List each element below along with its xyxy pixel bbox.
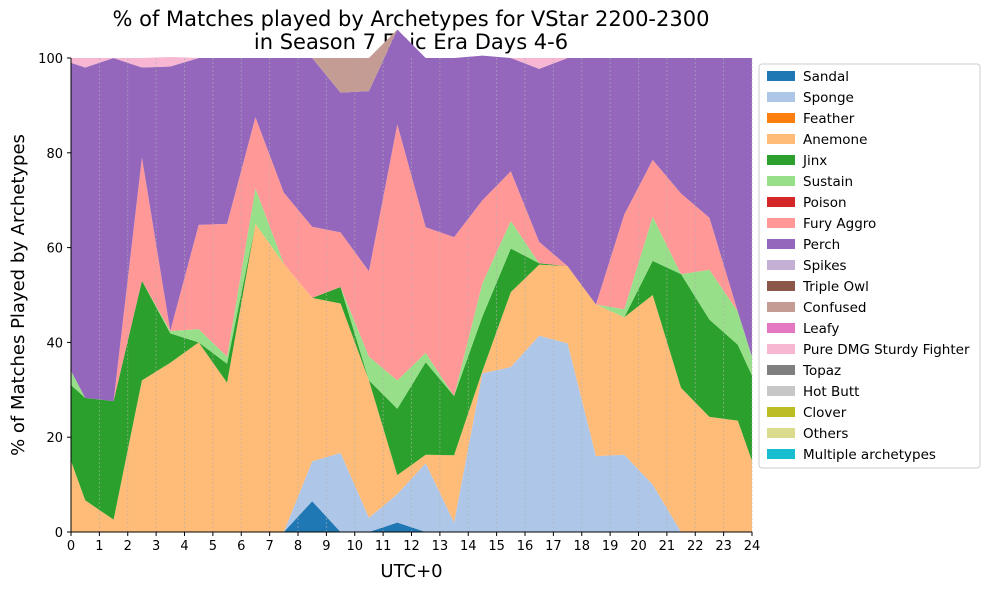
x-tick-label: 21 bbox=[659, 539, 676, 554]
y-tick-label: 60 bbox=[46, 242, 63, 257]
legend-swatch bbox=[767, 113, 795, 123]
legend-swatch bbox=[767, 260, 795, 270]
legend-label: Topaz bbox=[802, 363, 841, 379]
y-tick-label: 40 bbox=[46, 336, 63, 351]
legend-swatch bbox=[767, 302, 795, 312]
x-tick-label: 2 bbox=[124, 539, 132, 554]
x-tick-label: 24 bbox=[744, 539, 761, 554]
legend-swatch bbox=[767, 281, 795, 291]
y-tick-label: 80 bbox=[46, 147, 63, 162]
x-tick-label: 3 bbox=[152, 539, 160, 554]
legend-label: Feather bbox=[803, 111, 855, 127]
area-series-group bbox=[71, 29, 752, 532]
legend-label: Others bbox=[803, 426, 848, 442]
legend-label: Triple Owl bbox=[802, 279, 869, 295]
legend-label: Pure DMG Sturdy Fighter bbox=[803, 342, 970, 358]
legend-swatch bbox=[767, 386, 795, 396]
axes: 0 1 2 3 4 5 6 7 8 9 10 11 12 13 14 15 16 17 18 19 20 21 22 23 24… bbox=[38, 52, 760, 554]
x-tick-label: 6 bbox=[237, 539, 245, 554]
x-tick-label: 9 bbox=[322, 539, 330, 554]
legend-label: Hot Butt bbox=[803, 384, 859, 400]
y-tick-label: 20 bbox=[46, 431, 63, 446]
area-jinx bbox=[71, 223, 752, 520]
legend-label: Confused bbox=[803, 300, 866, 316]
legend-label: Perch bbox=[803, 237, 840, 253]
legend-swatch bbox=[767, 239, 795, 249]
legend-swatch bbox=[767, 71, 795, 81]
legend-swatch bbox=[767, 197, 795, 207]
legend-swatch bbox=[767, 155, 795, 165]
x-axis-label: UTC+0 bbox=[380, 561, 442, 582]
legend-swatch bbox=[767, 176, 795, 186]
legend-label: Sandal bbox=[803, 69, 849, 85]
chart-title: % of Matches played by Archetypes for VS… bbox=[113, 7, 710, 54]
x-tick-label: 8 bbox=[294, 539, 302, 554]
area-multiple-archetypes bbox=[71, 29, 752, 58]
legend-swatch bbox=[767, 407, 795, 417]
x-tick-label: 20 bbox=[630, 539, 647, 554]
legend-label: Anemone bbox=[803, 132, 867, 148]
legend-label: Sustain bbox=[803, 174, 853, 190]
x-tick-label: 14 bbox=[460, 539, 477, 554]
legend-swatch bbox=[767, 344, 795, 354]
legend-label: Fury Aggro bbox=[803, 216, 876, 232]
legend-label: Spikes bbox=[803, 258, 847, 274]
legend-label: Poison bbox=[803, 195, 847, 211]
x-tick-label: 22 bbox=[687, 539, 704, 554]
y-tick-label: 100 bbox=[38, 52, 63, 67]
x-tick-label: 15 bbox=[488, 539, 505, 554]
legend-swatch bbox=[767, 323, 795, 333]
legend-label: Sponge bbox=[803, 90, 854, 106]
legend-label: Jinx bbox=[802, 153, 827, 169]
legend-label: Leafy bbox=[803, 321, 839, 337]
legend: Sandal Sponge Feather Anemone Jinx Sustain Poi… bbox=[758, 63, 981, 469]
x-tick-label: 0 bbox=[67, 539, 75, 554]
legend-swatch bbox=[767, 365, 795, 375]
x-tick-label: 4 bbox=[180, 539, 188, 554]
y-axis-label: % of Matches Played by Archetypes bbox=[8, 134, 29, 456]
x-tick-label: 5 bbox=[209, 539, 217, 554]
x-tick-label: 16 bbox=[517, 539, 534, 554]
x-tick-label: 12 bbox=[403, 539, 420, 554]
y-tick-label: 0 bbox=[55, 526, 63, 541]
legend-frame bbox=[758, 63, 981, 469]
x-tick-label: 19 bbox=[602, 539, 619, 554]
vertical-grid-lines bbox=[70, 58, 753, 532]
x-tick-label: 13 bbox=[432, 539, 449, 554]
chart-title-line: % of Matches played by Archetypes for VS… bbox=[113, 7, 710, 31]
x-tick-label: 23 bbox=[715, 539, 732, 554]
legend-swatch bbox=[767, 134, 795, 144]
x-tick-label: 1 bbox=[95, 539, 103, 554]
area-pure-dmg-sturdy-fighter bbox=[71, 29, 752, 69]
legend-swatch bbox=[767, 92, 795, 102]
legend-swatch bbox=[767, 449, 795, 459]
x-tick-label: 17 bbox=[545, 539, 562, 554]
x-tick-label: 11 bbox=[375, 539, 392, 554]
x-tick-label: 7 bbox=[265, 539, 273, 554]
legend-label: Multiple archetypes bbox=[803, 447, 936, 463]
legend-swatch bbox=[767, 428, 795, 438]
legend-label: Clover bbox=[803, 405, 847, 421]
x-tick-label: 10 bbox=[346, 539, 363, 554]
x-tick-label: 18 bbox=[573, 539, 590, 554]
legend-swatch bbox=[767, 218, 795, 228]
